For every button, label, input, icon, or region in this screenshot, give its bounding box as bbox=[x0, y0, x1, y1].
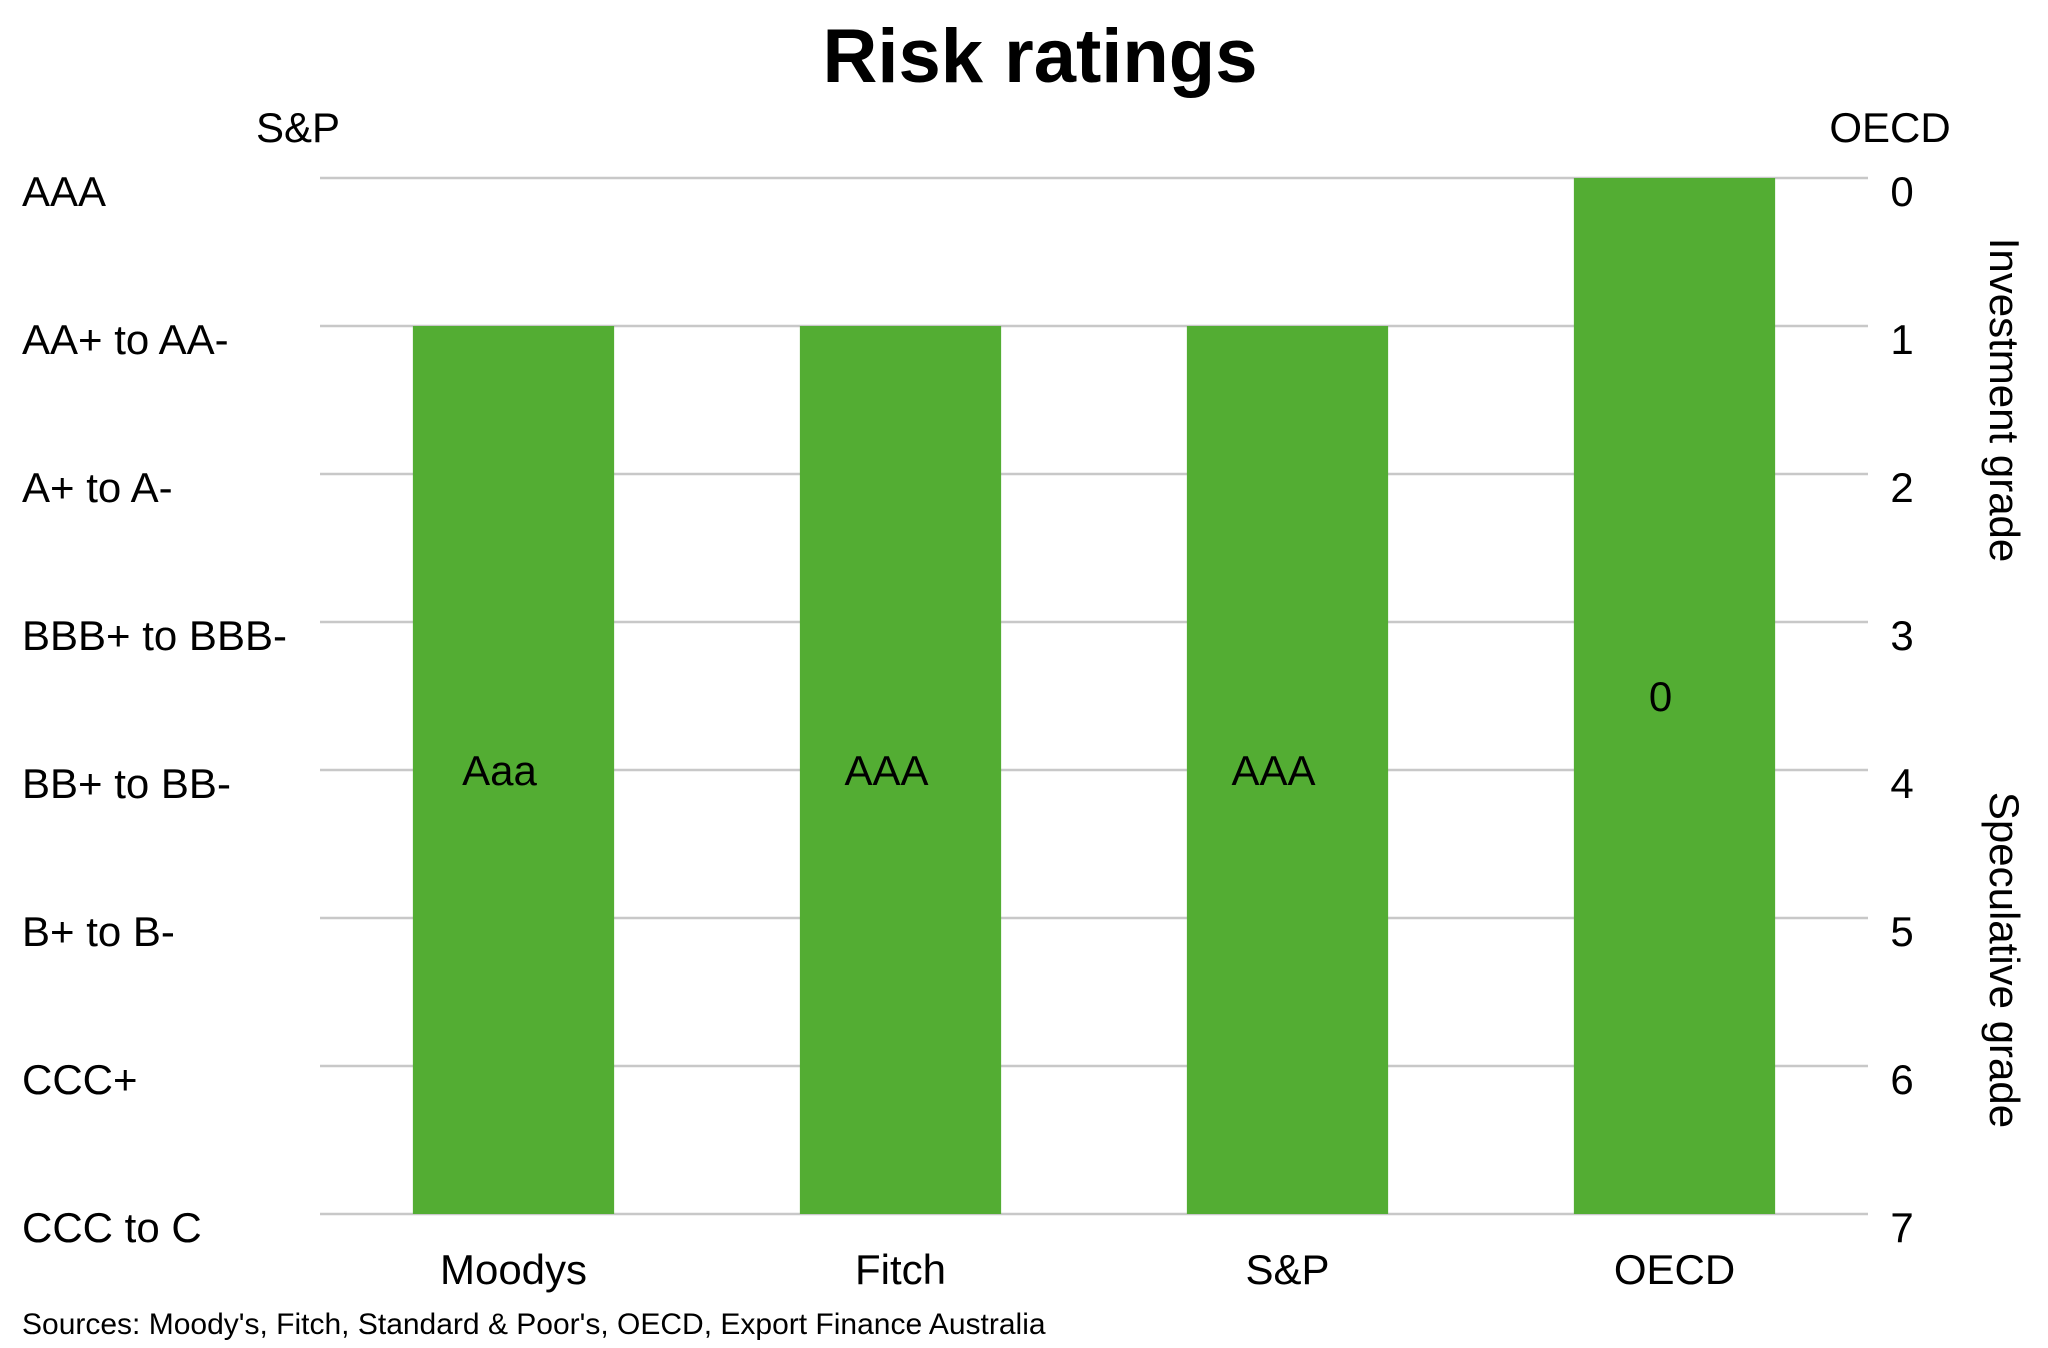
source-note: Sources: Moody's, Fitch, Standard & Poor… bbox=[22, 1308, 1046, 1341]
chart-title: Risk ratings bbox=[822, 14, 1257, 99]
right-tick-label: 1 bbox=[1890, 316, 1913, 363]
speculative-grade-annotation: Speculative grade bbox=[1981, 792, 2028, 1128]
right-tick-label: 0 bbox=[1890, 168, 1913, 215]
category-label: S&P bbox=[1245, 1246, 1329, 1293]
investment-grade-annotation: Investment grade bbox=[1981, 238, 2028, 563]
left-axis-ticks: AAA AA+ to AA- A+ to A- BBB+ to BBB- BB+ to … bbox=[22, 168, 287, 1251]
bar-fitch bbox=[799, 326, 1002, 1214]
right-axis-ticks: 0 1 2 3 4 5 6 7 bbox=[1890, 168, 1913, 1251]
left-tick-label: A+ to A- bbox=[22, 464, 173, 511]
category-labels: Moodys Fitch S&P OECD bbox=[440, 1246, 1735, 1293]
right-tick-label: 5 bbox=[1890, 908, 1913, 955]
left-tick-label: AAA bbox=[22, 168, 106, 215]
bar-moodys bbox=[412, 326, 615, 1214]
category-label: Fitch bbox=[855, 1246, 946, 1293]
category-label: Moodys bbox=[440, 1246, 587, 1293]
left-tick-label: CCC to C bbox=[22, 1204, 202, 1251]
category-label: OECD bbox=[1614, 1246, 1735, 1293]
bar-oecd bbox=[1573, 178, 1776, 1214]
left-tick-label: BBB+ to BBB- bbox=[22, 612, 287, 659]
left-axis-title: S&P bbox=[256, 104, 340, 151]
right-tick-label: 3 bbox=[1890, 612, 1913, 659]
bars: Aaa AAA AAA 0 bbox=[412, 178, 1776, 1214]
bar-data-label: 0 bbox=[1649, 673, 1672, 720]
bar-s-p bbox=[1186, 326, 1389, 1214]
right-tick-label: 7 bbox=[1890, 1204, 1913, 1251]
left-tick-label: BB+ to BB- bbox=[22, 760, 231, 807]
bar-data-label: AAA bbox=[844, 747, 928, 794]
bar-data-label: AAA bbox=[1231, 747, 1315, 794]
bar-data-label: Aaa bbox=[462, 747, 537, 794]
right-axis-title: OECD bbox=[1829, 104, 1950, 151]
right-tick-label: 4 bbox=[1890, 760, 1913, 807]
left-tick-label: B+ to B- bbox=[22, 908, 175, 955]
left-tick-label: CCC+ bbox=[22, 1056, 138, 1103]
right-tick-label: 6 bbox=[1890, 1056, 1913, 1103]
right-tick-label: 2 bbox=[1890, 464, 1913, 511]
left-tick-label: AA+ to AA- bbox=[22, 316, 229, 363]
